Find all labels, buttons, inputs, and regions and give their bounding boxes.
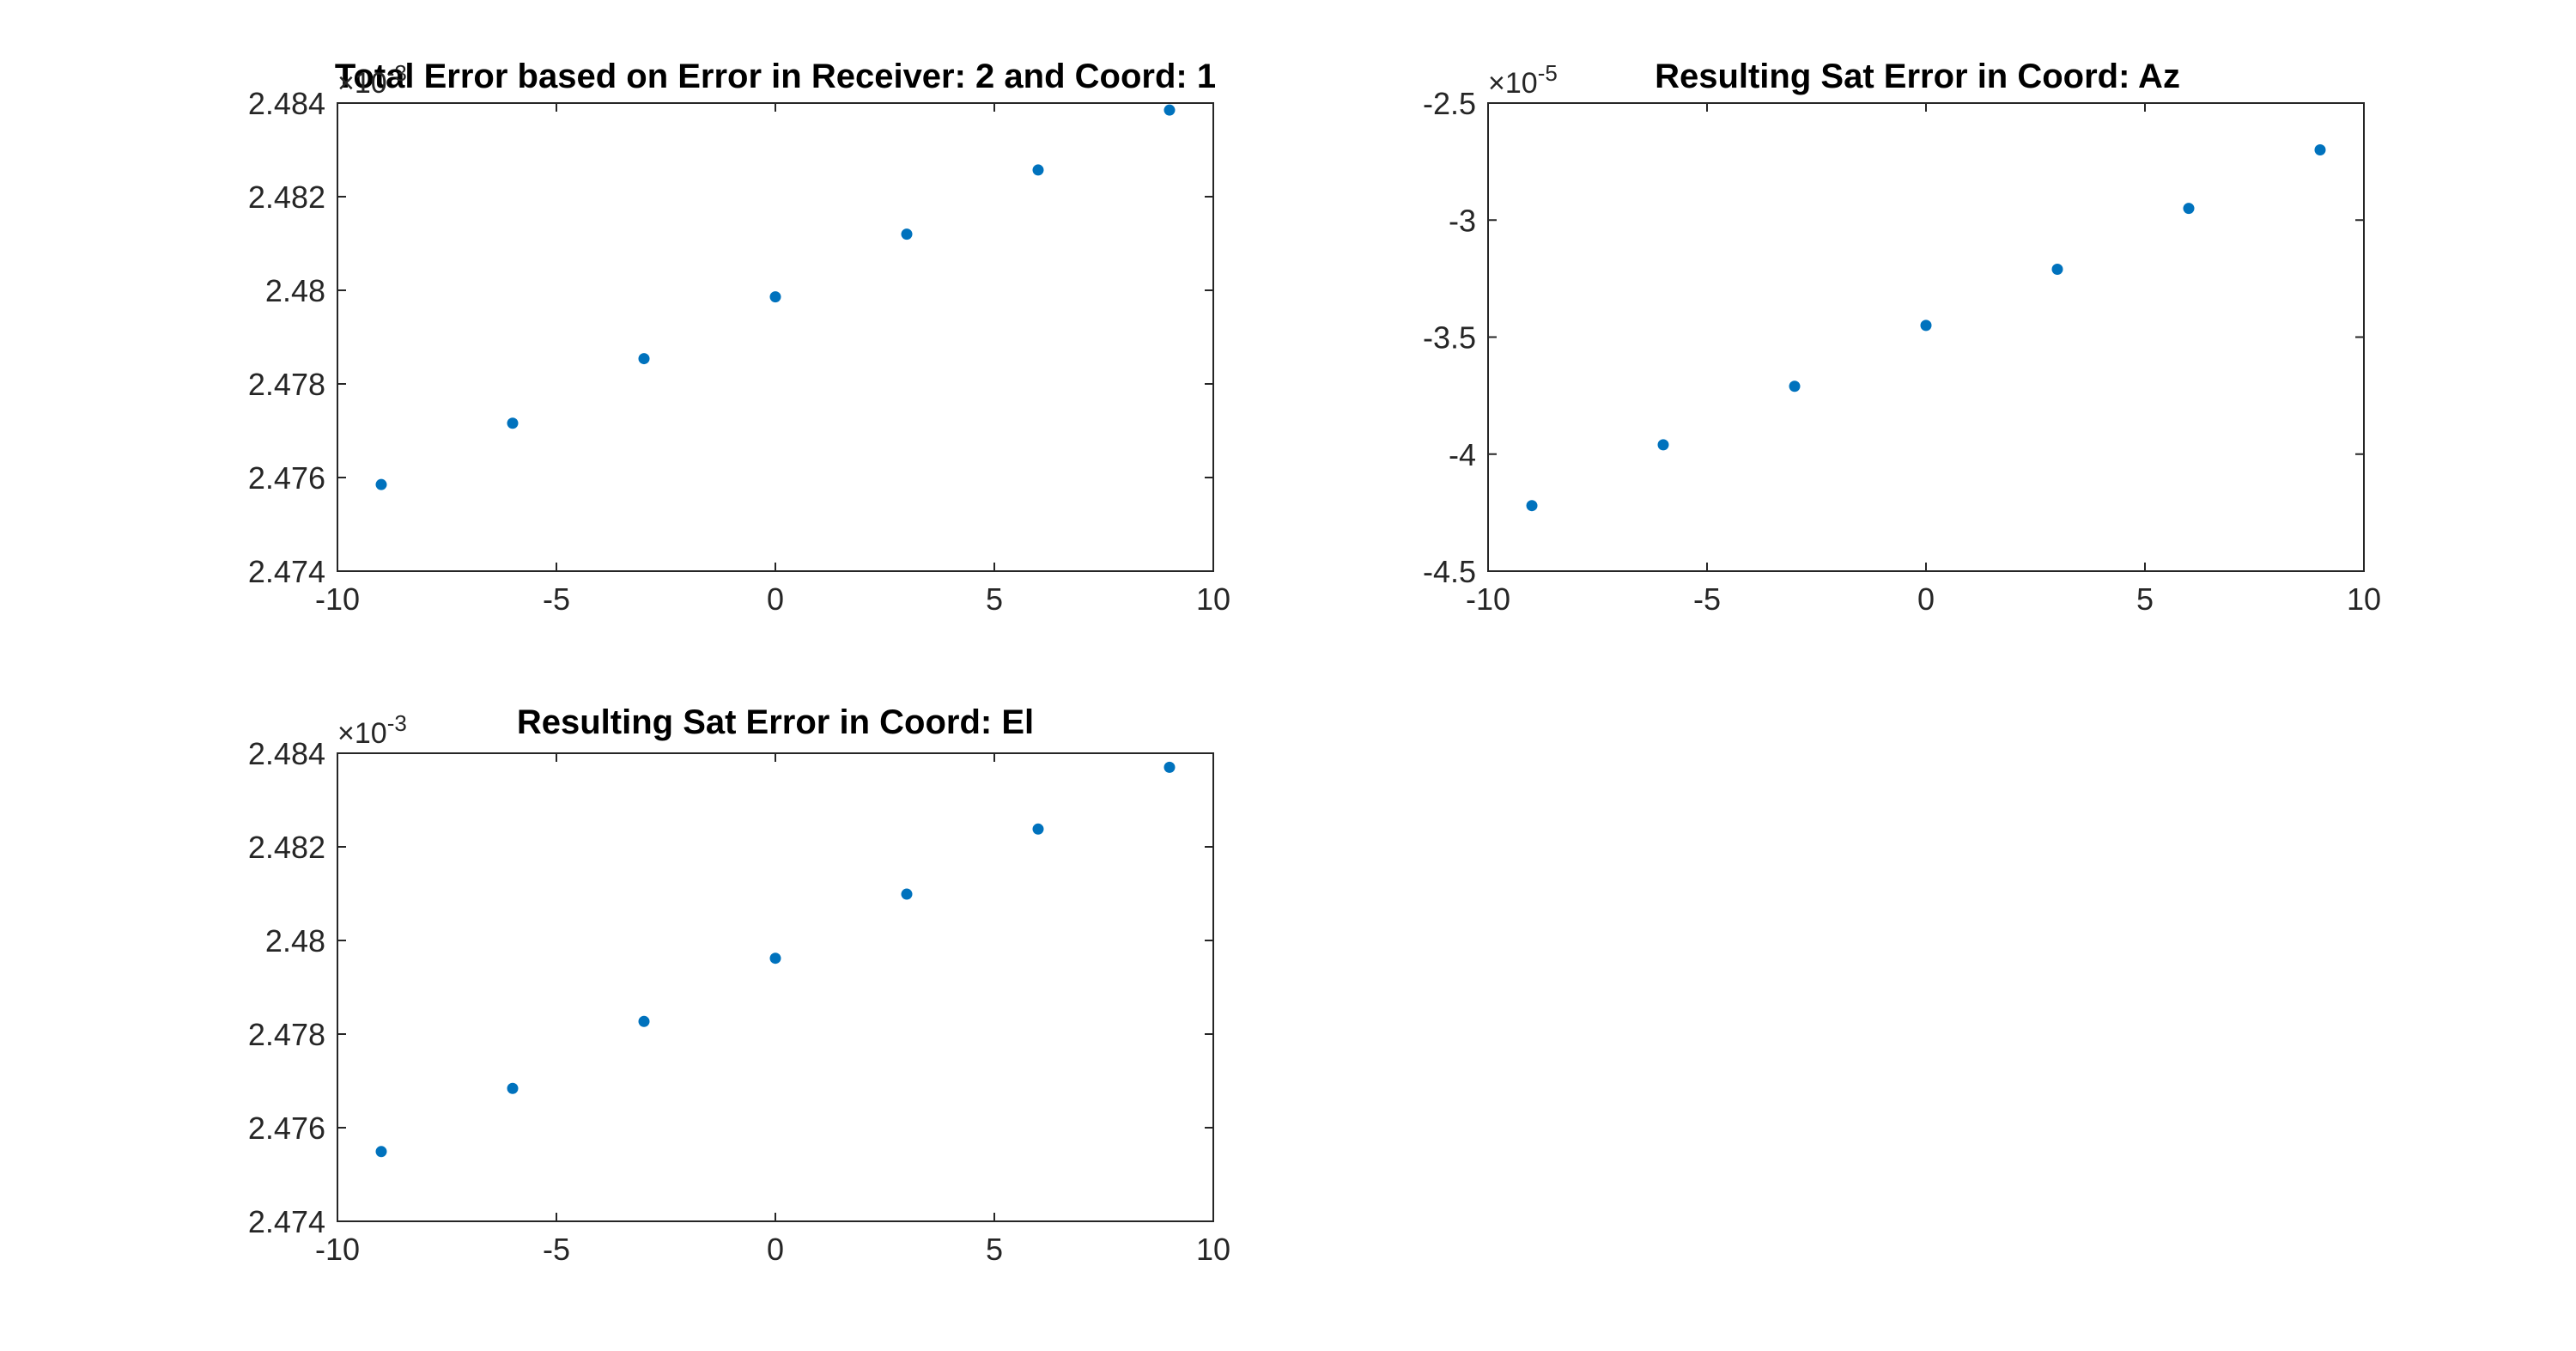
- x-tick-label: -10: [1466, 581, 1510, 617]
- y-tick-label: 2.478: [248, 367, 325, 402]
- y-tick-label: 2.476: [248, 460, 325, 496]
- y-tick-label: 2.478: [248, 1017, 325, 1052]
- scatter-point: [769, 291, 781, 303]
- axes: [1487, 102, 2365, 572]
- tick-labels: -10 -5 0 5 10 2.474 2.476 2.478 2.48 2.482 2.484 ×1…: [248, 710, 1230, 1267]
- x-tick-label: 0: [767, 1232, 784, 1267]
- tick-labels: -10 -5 0 5 10 2.474 2.476 2.478 2.48 2.482 2.484 ×1…: [248, 60, 1230, 617]
- x-tick-label: 5: [2136, 581, 2154, 617]
- x-tick-label: -5: [1693, 581, 1721, 617]
- scatter-point: [1657, 439, 1669, 451]
- scatter-series: [375, 761, 1176, 1158]
- y-tick-label: 2.474: [248, 554, 325, 589]
- x-tick-label: 0: [1917, 581, 1935, 617]
- x-tick-label: -10: [315, 581, 360, 617]
- scatter-point: [1789, 380, 1801, 393]
- scatter-point: [1163, 761, 1176, 773]
- x-tick-label: 5: [986, 1232, 1003, 1267]
- scatter-point: [1032, 164, 1044, 176]
- x-tick-label: 10: [1196, 581, 1230, 617]
- scatter-point: [1920, 319, 1932, 332]
- scatter-point: [638, 353, 650, 365]
- x-tick-label: 10: [1196, 1232, 1230, 1267]
- y-tick-label: 2.476: [248, 1111, 325, 1146]
- y-tick-label: -4: [1449, 437, 1476, 472]
- y-tick-label: -4.5: [1423, 554, 1476, 589]
- axes: [337, 102, 1214, 572]
- y-tick-label: 2.482: [248, 180, 325, 215]
- subplot-3: Resulting Sat Error in Coord: El -10 -5 0 5…: [248, 703, 1230, 1267]
- scatter-point: [1163, 104, 1176, 116]
- y-tick-label: -2.5: [1423, 86, 1476, 121]
- y-exponent-label: ×10-3: [337, 60, 407, 100]
- subplot-title: Total Error based on Error in Receiver: …: [335, 58, 1216, 95]
- scatter-point: [507, 417, 519, 429]
- scatter-point: [507, 1082, 519, 1094]
- y-exponent-label: ×10-5: [1488, 60, 1558, 100]
- x-tick-label: -10: [315, 1232, 360, 1267]
- scatter-point: [375, 1146, 387, 1158]
- scatter-point: [2051, 263, 2063, 275]
- y-tick-label: -3: [1449, 203, 1476, 238]
- subplot-title: Resulting Sat Error in Coord: Az: [1655, 58, 2180, 95]
- scatter-point: [2314, 144, 2326, 155]
- x-tick-label: -5: [543, 1232, 570, 1267]
- y-tick-label: 2.482: [248, 830, 325, 865]
- y-tick-label: 2.48: [265, 273, 325, 308]
- y-exponent-label: ×10-3: [337, 710, 407, 750]
- axes-frame: [1487, 102, 2365, 572]
- scatter-series: [375, 104, 1176, 490]
- axes-frame: [337, 102, 1214, 572]
- scatter-point: [769, 952, 781, 965]
- scatter-point: [1526, 500, 1538, 512]
- scatter-point: [375, 478, 387, 490]
- y-tick-label: 2.48: [265, 923, 325, 958]
- axes: [337, 752, 1214, 1222]
- subplot-1: Total Error based on Error in Receiver: …: [248, 58, 1230, 617]
- x-tick-label: -5: [543, 581, 570, 617]
- scatter-series: [1526, 144, 2326, 512]
- y-tick-label: 2.484: [248, 736, 325, 771]
- y-tick-label: -3.5: [1423, 320, 1476, 356]
- x-tick-label: 5: [986, 581, 1003, 617]
- x-tick-label: 0: [767, 581, 784, 617]
- scatter-point: [638, 1015, 650, 1027]
- x-tick-label: 10: [2347, 581, 2381, 617]
- scatter-point: [1032, 823, 1044, 835]
- axes-frame: [337, 752, 1214, 1222]
- subplot-2: Resulting Sat Error in Coord: Az -10 -5 0 5…: [1423, 58, 2381, 617]
- subplot-title: Resulting Sat Error in Coord: El: [517, 703, 1034, 741]
- y-tick-label: 2.484: [248, 86, 325, 121]
- scatter-point: [2183, 203, 2195, 215]
- scatter-point: [901, 888, 913, 900]
- scatter-point: [901, 228, 913, 240]
- tick-labels: -10 -5 0 5 10 -4.5 -4 -3.5 -3 -2.5 ×10-5: [1423, 60, 2381, 617]
- y-tick-label: 2.474: [248, 1204, 325, 1239]
